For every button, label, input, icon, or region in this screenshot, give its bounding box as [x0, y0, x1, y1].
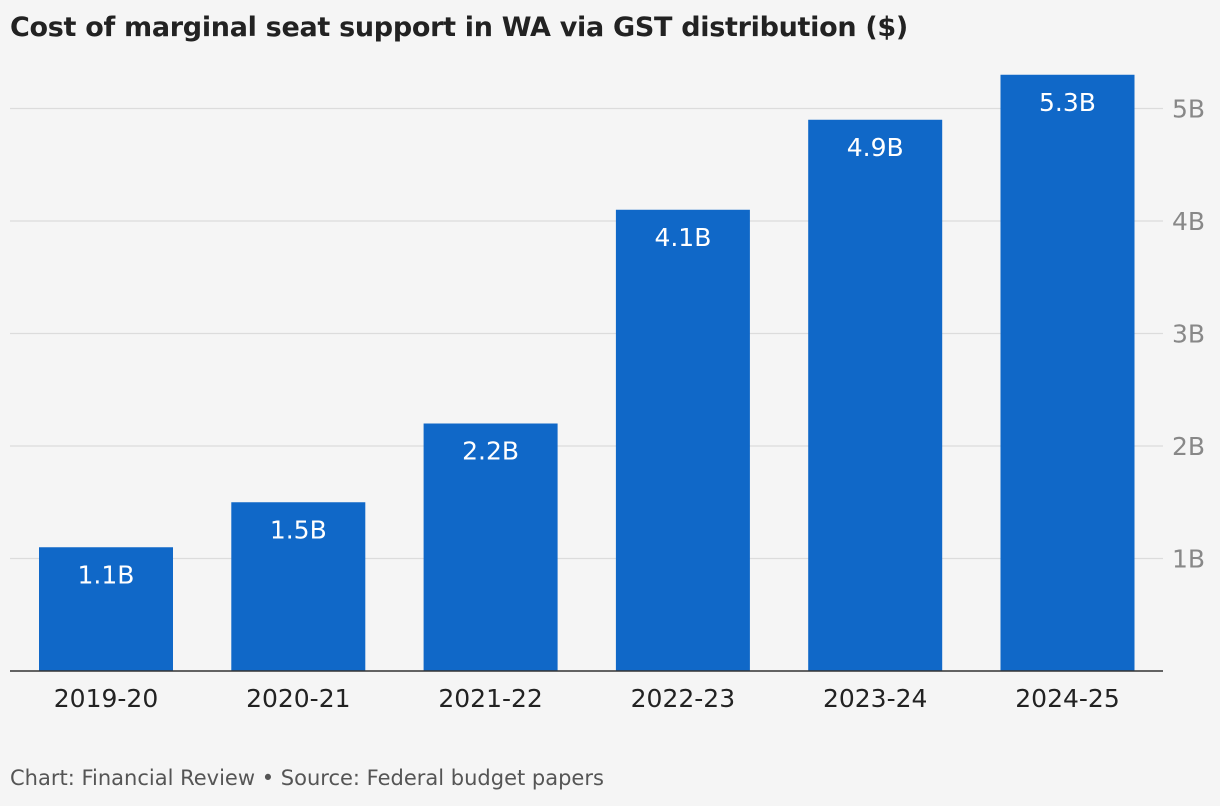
- bar: [423, 423, 558, 671]
- data-label: 4.9B: [847, 133, 904, 162]
- x-tick-label: 2022-23: [631, 684, 735, 713]
- x-axis-ticks: 2019-20 2020-21 2021-22 2022-23 2023-24 2024-…: [54, 684, 1120, 713]
- chart-footer: Chart: Financial Review • Source: Federa…: [10, 766, 604, 790]
- value-labels: 1.1B 1.5B 2.2B 4.1B 4.9B 5.3B: [78, 88, 1096, 590]
- gridlines: [10, 107, 1163, 560]
- y-tick-label: 1B: [1172, 545, 1205, 574]
- bar: [231, 502, 366, 671]
- bar: [808, 119, 943, 671]
- data-label: 4.1B: [654, 223, 711, 252]
- x-tick-label: 2019-20: [54, 684, 158, 713]
- bars: [39, 74, 1135, 671]
- x-tick-label: 2021-22: [438, 684, 542, 713]
- y-tick-label: 5B: [1172, 95, 1205, 124]
- bar: [1000, 74, 1135, 671]
- footer-source: Source: Federal budget papers: [280, 766, 604, 790]
- data-label: 1.1B: [78, 560, 135, 589]
- chart-title: Cost of marginal seat support in WA via …: [10, 12, 908, 43]
- bar: [615, 209, 750, 671]
- data-label: 5.3B: [1039, 88, 1096, 117]
- x-tick-label: 2023-24: [823, 684, 927, 713]
- bar: [39, 547, 173, 671]
- y-tick-label: 4B: [1172, 207, 1205, 236]
- x-tick-label: 2024-25: [1015, 684, 1119, 713]
- y-axis-ticks: 1B 2B 3B 4B 5B: [1172, 95, 1205, 574]
- data-label: 2.2B: [462, 437, 519, 466]
- y-tick-label: 2B: [1172, 432, 1205, 461]
- footer-separator: •: [255, 766, 281, 790]
- data-label: 1.5B: [270, 515, 327, 544]
- y-tick-label: 3B: [1172, 320, 1205, 349]
- x-tick-label: 2020-21: [246, 684, 350, 713]
- footer-credit: Chart: Financial Review: [10, 766, 256, 790]
